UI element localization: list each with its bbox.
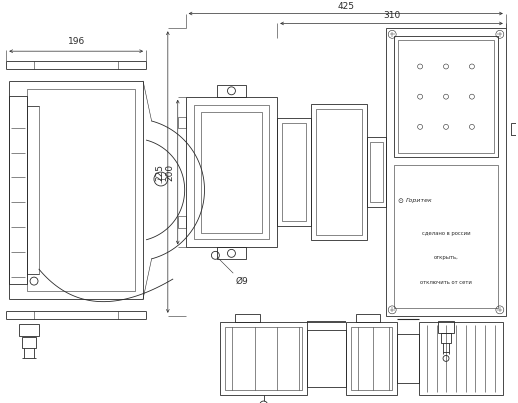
Bar — [217, 247, 247, 259]
Bar — [316, 109, 363, 235]
Bar — [351, 327, 392, 390]
Text: 200: 200 — [166, 164, 175, 181]
Bar — [217, 85, 247, 97]
Bar — [27, 89, 135, 291]
Text: ⊙: ⊙ — [397, 198, 403, 204]
Bar — [178, 116, 185, 129]
Bar — [178, 216, 185, 228]
Bar — [9, 96, 27, 284]
Bar — [185, 97, 277, 247]
Text: сделано в россии: сделано в россии — [422, 231, 470, 236]
Text: 310: 310 — [383, 11, 400, 21]
Bar — [194, 105, 269, 239]
Text: 425: 425 — [337, 2, 354, 10]
Bar — [394, 165, 498, 308]
Text: открыть,: открыть, — [434, 256, 458, 260]
Bar — [394, 36, 498, 157]
Bar — [386, 28, 506, 316]
Bar — [511, 123, 518, 135]
Bar — [282, 123, 306, 221]
Bar — [307, 330, 346, 387]
Bar — [367, 137, 386, 207]
Bar — [27, 106, 39, 274]
Bar — [235, 314, 260, 322]
Text: отключить от сети: отключить от сети — [420, 280, 472, 285]
Text: Горитек: Горитек — [406, 198, 433, 203]
Bar — [277, 118, 311, 226]
Bar — [225, 327, 302, 390]
Text: 196: 196 — [67, 37, 85, 46]
Bar — [355, 314, 380, 322]
Text: Ø9: Ø9 — [235, 277, 248, 286]
Bar — [19, 324, 39, 336]
Bar — [22, 337, 36, 349]
Bar — [311, 104, 367, 240]
Bar — [397, 334, 419, 383]
Bar — [346, 322, 397, 395]
Text: 225: 225 — [156, 164, 165, 181]
Bar — [398, 40, 494, 153]
Bar — [441, 332, 451, 343]
Bar — [419, 322, 503, 395]
Bar — [438, 321, 454, 332]
Bar — [200, 112, 263, 233]
Bar — [370, 142, 383, 202]
Bar — [220, 322, 307, 395]
